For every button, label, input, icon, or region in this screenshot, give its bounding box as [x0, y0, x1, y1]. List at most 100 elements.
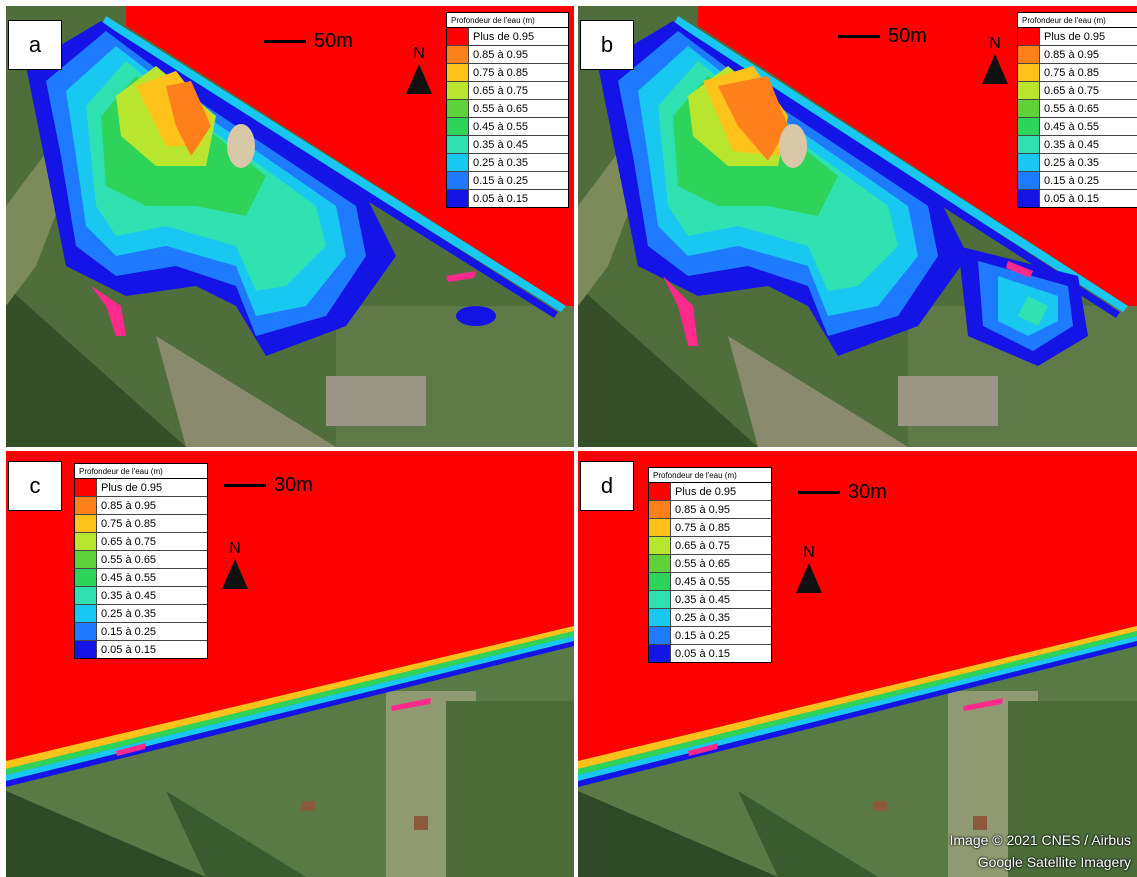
north-arrow-icon — [796, 563, 822, 593]
legend-row: 0.25 à 0.35 — [1018, 154, 1137, 172]
legend-label: 0.55 à 0.65 — [101, 553, 157, 566]
legend-row: 0.25 à 0.35 — [447, 154, 568, 172]
legend-label: 0.05 à 0.15 — [675, 647, 731, 660]
legend-row: 0.35 à 0.45 — [447, 136, 568, 154]
legend-label: 0.75 à 0.85 — [675, 521, 731, 534]
legend-label: 0.25 à 0.35 — [1044, 156, 1100, 169]
north-label: N — [229, 540, 241, 557]
legend-label: 0.35 à 0.45 — [473, 138, 529, 151]
legend-row: 0.15 à 0.25 — [649, 627, 771, 645]
legend-swatch — [75, 605, 97, 622]
legend-row: 0.85 à 0.95 — [1018, 46, 1137, 64]
panel-label: a — [8, 20, 62, 70]
panel-label: d — [580, 461, 634, 511]
legend-swatch — [75, 515, 97, 532]
legend-swatch — [447, 190, 469, 207]
panel-label: b — [580, 20, 634, 70]
legend-row: 0.05 à 0.15 — [1018, 190, 1137, 207]
legend-label: 0.55 à 0.65 — [473, 102, 529, 115]
legend-swatch — [75, 569, 97, 586]
legend-swatch — [447, 172, 469, 189]
scale-bar-line — [798, 491, 840, 494]
legend-label: 0.15 à 0.25 — [101, 625, 157, 638]
legend-row: 0.25 à 0.35 — [649, 609, 771, 627]
legend-swatch — [649, 627, 671, 644]
north-arrow-icon — [222, 559, 248, 589]
legend-swatch — [649, 645, 671, 662]
legend-row: 0.35 à 0.45 — [75, 587, 207, 605]
legend-row: 0.45 à 0.55 — [1018, 118, 1137, 136]
legend-row: 0.55 à 0.65 — [649, 555, 771, 573]
legend-row: 0.05 à 0.15 — [649, 645, 771, 662]
legend-label: 0.15 à 0.25 — [1044, 174, 1100, 187]
legend-swatch — [1018, 136, 1040, 153]
legend-row: Plus de 0.95 — [75, 479, 207, 497]
legend-row: 0.45 à 0.55 — [75, 569, 207, 587]
legend-label: 0.55 à 0.65 — [675, 557, 731, 570]
legend-row: 0.75 à 0.85 — [447, 64, 568, 82]
imagery-credit: Image © 2021 CNES / Airbus Google Satell… — [949, 829, 1131, 873]
scale-bar: 50m — [264, 30, 353, 53]
legend-swatch — [649, 573, 671, 590]
north-arrow: N — [982, 36, 1008, 84]
legend-swatch — [447, 82, 469, 99]
scale-bar: 50m — [838, 25, 927, 48]
legend-label: Plus de 0.95 — [473, 30, 535, 43]
legend-swatch — [1018, 100, 1040, 117]
legend-row: 0.65 à 0.75 — [1018, 82, 1137, 100]
scale-bar-label: 30m — [848, 481, 887, 503]
legend-swatch — [447, 118, 469, 135]
legend-row: 0.15 à 0.25 — [1018, 172, 1137, 190]
north-label: N — [989, 35, 1001, 52]
legend-row: 0.65 à 0.75 — [75, 533, 207, 551]
legend-row: 0.55 à 0.65 — [75, 551, 207, 569]
legend-row: Plus de 0.95 — [447, 28, 568, 46]
legend-swatch — [1018, 28, 1040, 45]
legend-label: 0.45 à 0.55 — [473, 120, 529, 133]
legend-label: 0.65 à 0.75 — [473, 84, 529, 97]
panel-label: c — [8, 461, 62, 511]
legend-title: Profondeur de l'eau (m) — [649, 468, 771, 483]
legend-label: 0.15 à 0.25 — [675, 629, 731, 642]
legend-label: Plus de 0.95 — [1044, 30, 1106, 43]
legend-swatch — [649, 555, 671, 572]
legend-swatch — [1018, 46, 1040, 63]
legend-swatch — [447, 154, 469, 171]
legend-row: 0.15 à 0.25 — [447, 172, 568, 190]
legend-row: 0.45 à 0.55 — [649, 573, 771, 591]
legend-label: 0.65 à 0.75 — [675, 539, 731, 552]
legend-swatch — [75, 479, 97, 496]
legend-row: Plus de 0.95 — [649, 483, 771, 501]
scale-bar-label: 50m — [888, 25, 927, 47]
legend-row: 0.55 à 0.65 — [447, 100, 568, 118]
legend-swatch — [75, 587, 97, 604]
legend-swatch — [1018, 64, 1040, 81]
legend-label: 0.65 à 0.75 — [101, 535, 157, 548]
scale-bar-label: 30m — [274, 474, 313, 496]
legend-swatch — [447, 64, 469, 81]
legend-swatch — [1018, 190, 1040, 207]
legend-label: 0.05 à 0.15 — [101, 643, 157, 656]
legend-label: 0.35 à 0.45 — [675, 593, 731, 606]
legend-label: 0.25 à 0.35 — [473, 156, 529, 169]
flood-map-b — [578, 6, 1137, 447]
north-arrow: N — [406, 46, 432, 94]
legend-swatch — [649, 609, 671, 626]
legend-title: Profondeur de l'eau (m) — [75, 464, 207, 479]
legend-swatch — [649, 591, 671, 608]
legend-row: 0.65 à 0.75 — [447, 82, 568, 100]
north-arrow: N — [796, 545, 822, 593]
north-arrow: N — [222, 541, 248, 589]
legend-label: 0.85 à 0.95 — [675, 503, 731, 516]
map-panel-b: b 50m N Profondeur de l'eau (m) Plus de … — [578, 6, 1137, 447]
legend-row: 0.85 à 0.95 — [649, 501, 771, 519]
legend-label: 0.85 à 0.95 — [101, 499, 157, 512]
legend-swatch — [75, 551, 97, 568]
legend-swatch — [649, 537, 671, 554]
legend-label: 0.55 à 0.65 — [1044, 102, 1100, 115]
legend-title: Profondeur de l'eau (m) — [1018, 13, 1137, 28]
scale-bar: 30m — [798, 481, 887, 504]
legend-label: 0.85 à 0.95 — [473, 48, 529, 61]
north-arrow-icon — [982, 54, 1008, 84]
map-panel-a: a 50m N Profondeur de l'eau (m) Plus de … — [6, 6, 574, 447]
